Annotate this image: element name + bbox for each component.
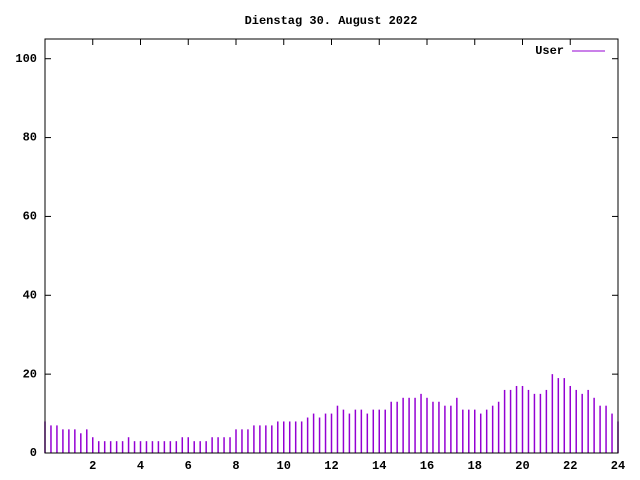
y-tick-label: 0	[30, 446, 37, 460]
x-tick-label: 4	[137, 459, 144, 473]
x-tick-label: 14	[372, 459, 386, 473]
plot-border	[44, 38, 619, 454]
x-tick-label: 16	[420, 459, 434, 473]
x-tick-label: 24	[611, 459, 625, 473]
x-tick-label: 6	[185, 459, 192, 473]
y-tick-label: 80	[23, 131, 37, 145]
x-tick-label: 18	[468, 459, 482, 473]
x-tick-label: 2	[89, 459, 96, 473]
y-tick-label: 20	[23, 367, 37, 381]
legend-label: User	[535, 44, 564, 58]
y-tick-label: 60	[23, 210, 37, 224]
x-tick-label: 10	[277, 459, 291, 473]
x-tick-label: 20	[515, 459, 529, 473]
y-tick-label: 100	[15, 52, 37, 66]
x-tick-label: 8	[232, 459, 239, 473]
y-tick-label: 40	[23, 288, 37, 302]
chart-title: Dienstag 30. August 2022	[245, 14, 418, 28]
x-tick-label: 12	[324, 459, 338, 473]
x-tick-label: 22	[563, 459, 577, 473]
